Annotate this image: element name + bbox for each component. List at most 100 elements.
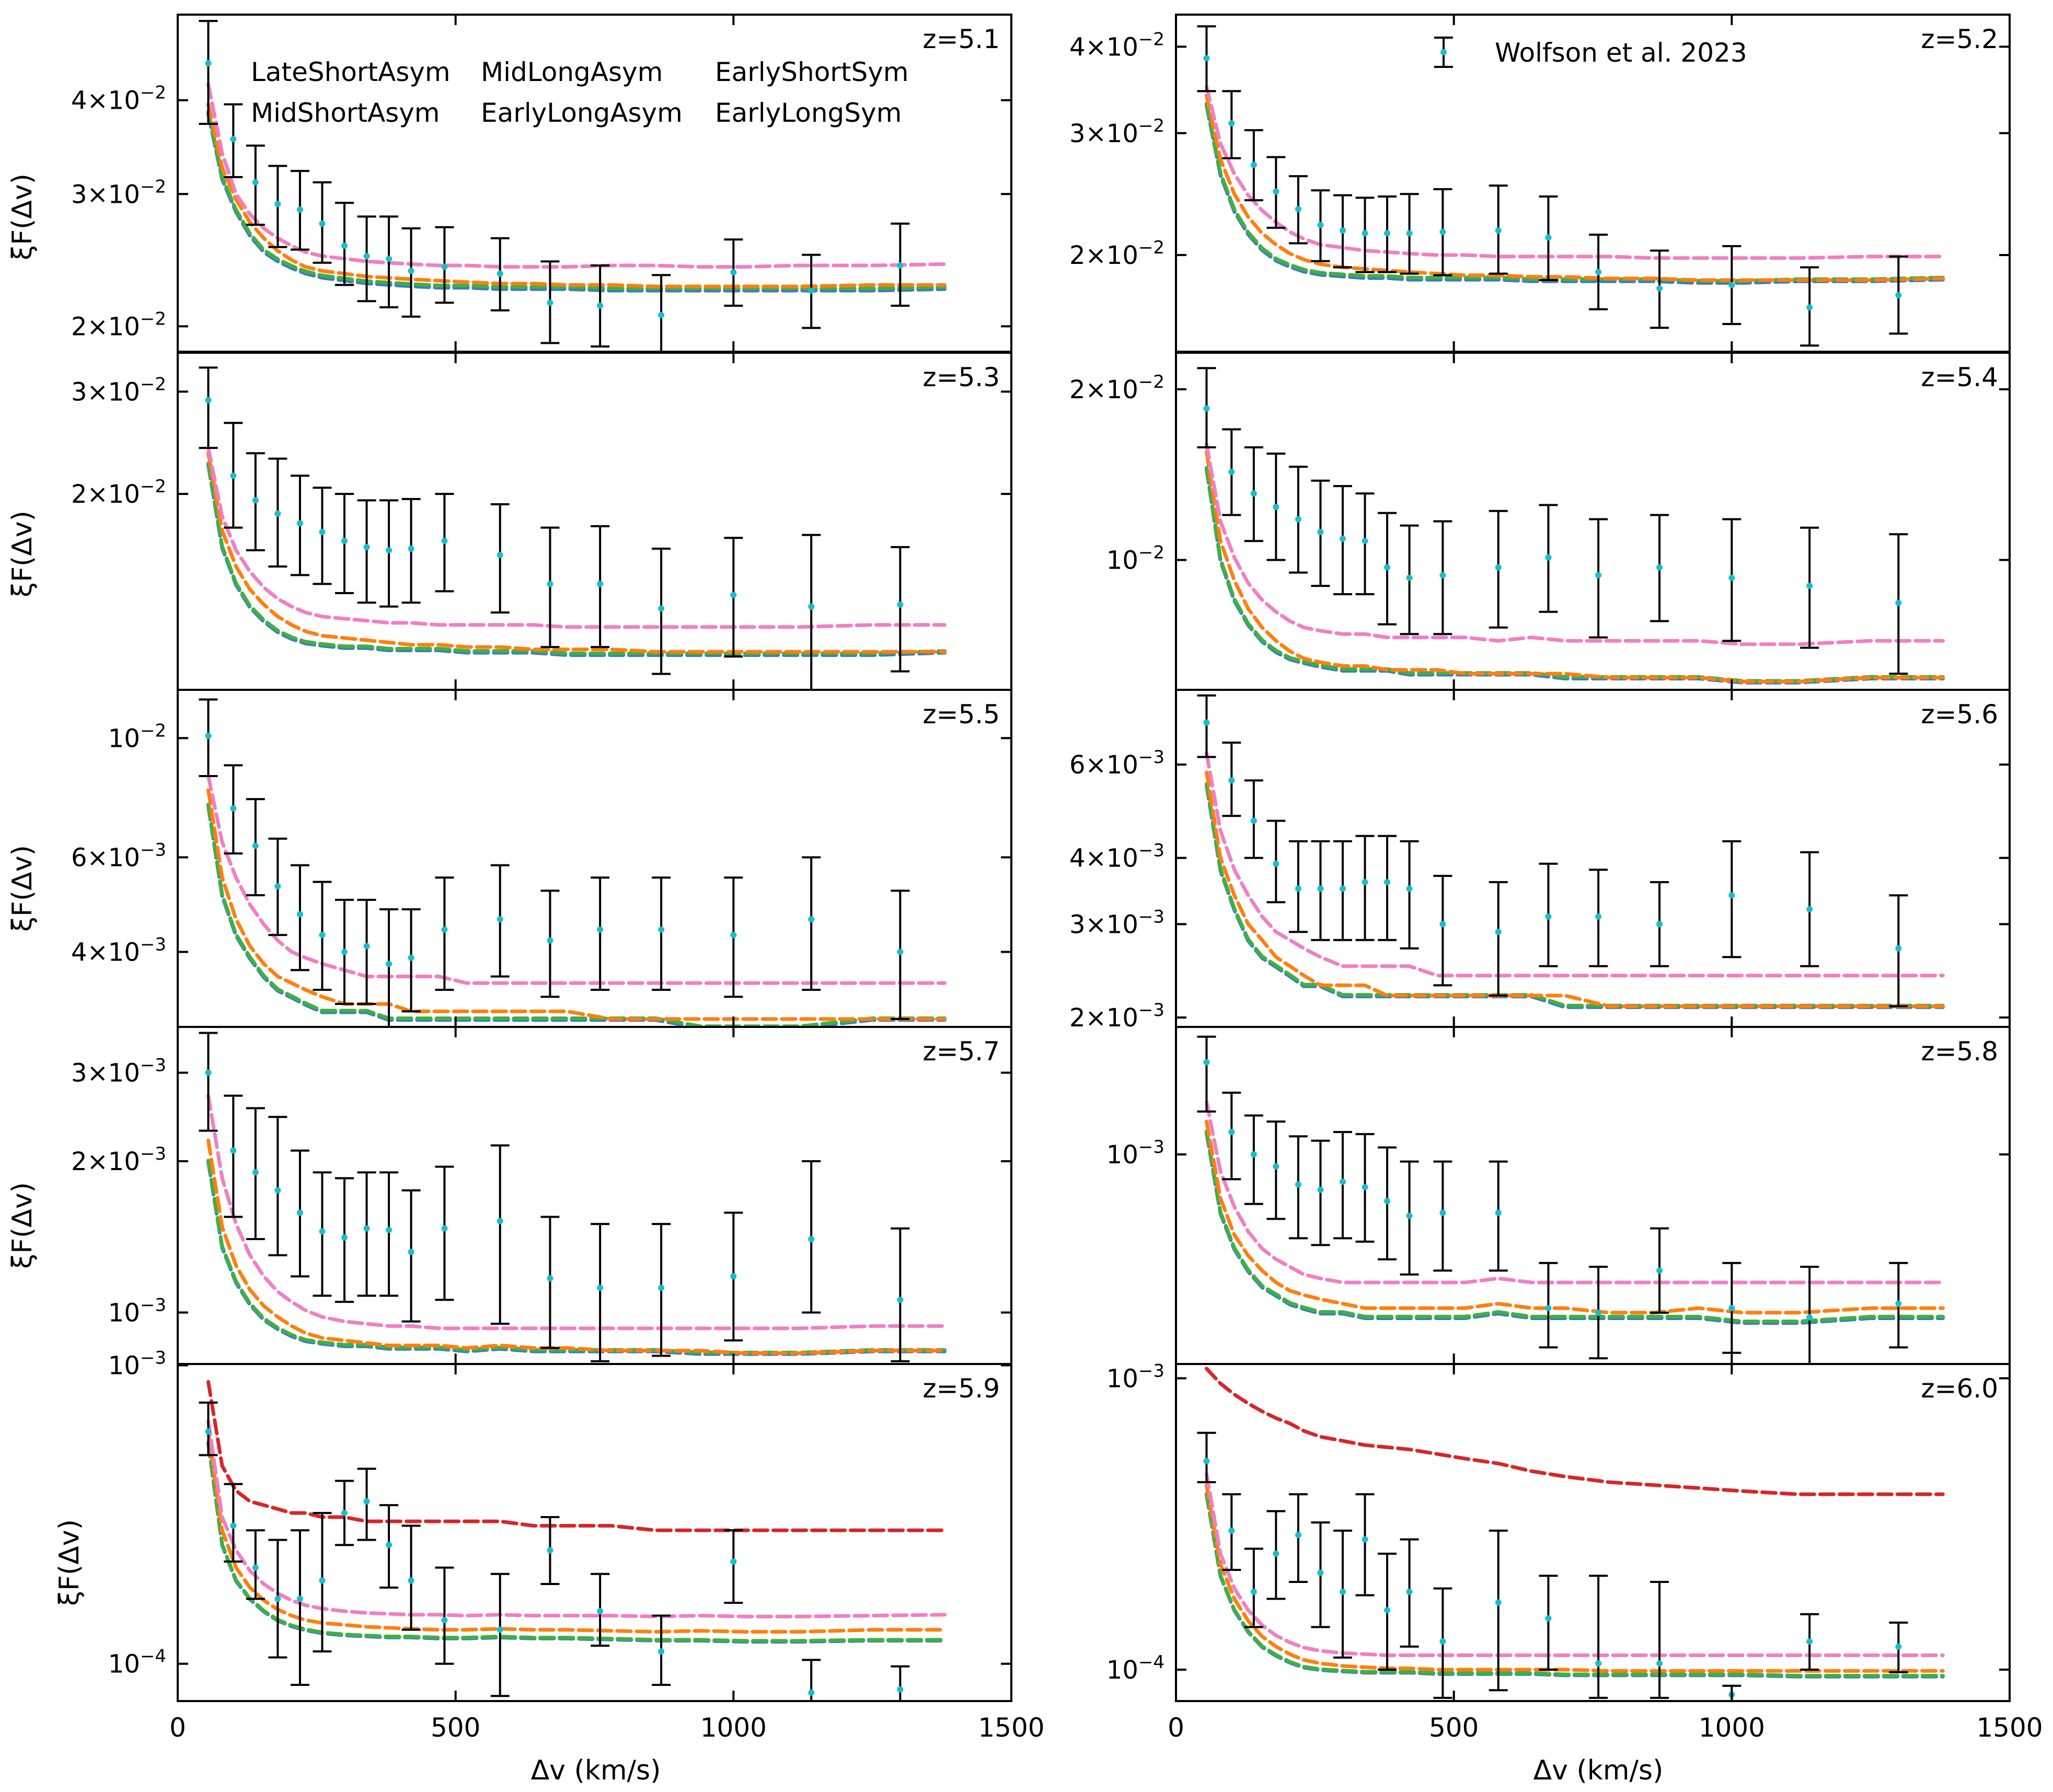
data-point: [1266, 453, 1286, 561]
axes-frame: [177, 689, 1012, 1028]
data-marker: [1595, 269, 1602, 275]
data-point: [1197, 1035, 1216, 1113]
data-point: [435, 493, 454, 593]
data-point: [1244, 1114, 1263, 1205]
data-point: [1489, 1529, 1508, 1692]
data-marker: [1806, 583, 1813, 589]
data-point: [1433, 520, 1452, 635]
panel: 2×10−2 3×10−2 4×10−2 z=5.2: [1069, 14, 2011, 353]
data-marker: [1362, 1536, 1368, 1543]
data-marker: [1595, 913, 1602, 920]
data-marker: [363, 544, 370, 550]
data-point: [1355, 492, 1375, 596]
data-marker: [441, 538, 448, 545]
data-point: [1378, 1553, 1397, 1671]
data-point: [1222, 428, 1241, 516]
data-marker: [1250, 161, 1257, 168]
data-marker: [1728, 574, 1735, 581]
data-point: [1589, 1265, 1608, 1360]
data-marker: [319, 1577, 326, 1584]
data-marker: [1495, 1209, 1502, 1216]
data-point: [290, 864, 309, 972]
data-marker: [441, 263, 448, 270]
data-point: [401, 498, 421, 604]
data-marker: [341, 538, 348, 545]
data-marker: [1406, 1212, 1413, 1219]
model-line-EarlyShortSym: [1205, 1483, 1945, 1673]
data-marker: [497, 552, 503, 559]
model-line-MidShortAsym: [206, 1160, 947, 1356]
legend-item: MidLongAsym: [481, 57, 663, 87]
data-point: [1288, 1135, 1308, 1240]
data-marker: [547, 1275, 553, 1281]
panel: 0 500 1000 1500 10−4 10−3 z=5.9: [108, 1347, 1045, 1743]
data-marker: [1203, 719, 1210, 726]
data-point: [357, 499, 376, 604]
x-axis-label-left: Δv (km/s): [531, 1755, 661, 1786]
panel-redshift-label: z=5.1: [922, 24, 1000, 54]
data-marker: [1495, 929, 1502, 935]
data-marker: [341, 1510, 348, 1517]
data-point: [313, 1171, 332, 1297]
plot-area: [199, 20, 947, 352]
data-point: [652, 274, 671, 352]
data-point: [401, 227, 421, 318]
model-line-MidShortAsym: [206, 1441, 947, 1644]
data-marker: [205, 397, 212, 403]
data-point: [268, 165, 287, 248]
data-marker: [1273, 504, 1279, 511]
y-tick-label: 10−4: [108, 1646, 166, 1679]
y-tick-label: 10−3: [108, 1347, 166, 1380]
data-point: [540, 889, 560, 998]
data-point: [313, 487, 332, 585]
data-point: [1539, 1262, 1558, 1349]
model-line-MidLongAsym: [206, 1440, 947, 1643]
data-point: [379, 1504, 399, 1589]
data-marker: [1317, 885, 1324, 892]
data-marker: [1384, 1198, 1391, 1205]
data-point: [357, 1171, 376, 1297]
data-point: [1355, 196, 1375, 273]
model-line-EarlyShortSym: [1205, 1119, 1945, 1315]
data-point: [802, 1659, 821, 1701]
panel: 4×10−3 6×10−3 10−2 z=5.5: [71, 689, 1012, 1028]
data-marker: [1362, 1184, 1368, 1190]
data-marker: [319, 932, 326, 939]
data-point: [290, 1529, 309, 1686]
data-marker: [1250, 817, 1257, 824]
model-line-EarlyLongSym: [206, 1094, 947, 1331]
data-point: [199, 366, 218, 449]
data-point: [1800, 851, 1819, 967]
data-point: [1222, 1091, 1241, 1181]
data-marker: [230, 805, 237, 812]
data-marker: [408, 545, 414, 552]
data-marker: [1317, 529, 1324, 536]
data-marker: [497, 1626, 503, 1633]
y-tick-label: 3×10−3: [71, 1055, 166, 1088]
data-marker: [730, 932, 737, 939]
data-point: [290, 170, 309, 251]
data-point: [1311, 189, 1330, 262]
model-legend: LateShortAsym MidLongAsym EarlyShortSym …: [251, 57, 908, 128]
data-point: [724, 1211, 743, 1342]
panels: 2×10−2 3×10−2 4×10−2 z=5.1 2×10−2 3×10−2 4×10−…: [71, 14, 2043, 1743]
model-line-EarlyLongAsym: [206, 1159, 947, 1355]
data-point: [1288, 1493, 1308, 1583]
data-point: [1722, 840, 1741, 958]
data-point: [1589, 234, 1608, 310]
legend-item: EarlyShortSym: [715, 57, 908, 87]
data-point: [1222, 90, 1241, 159]
data-marker: [1340, 885, 1346, 892]
data-point: [1489, 1160, 1508, 1272]
data-marker: [274, 1187, 281, 1194]
data-point: [891, 889, 910, 1020]
data-marker: [274, 201, 281, 207]
data-marker: [1384, 879, 1391, 886]
data-point: [1400, 1160, 1419, 1276]
data-marker: [1439, 1638, 1446, 1645]
data-marker: [1203, 1458, 1210, 1464]
data-point: [591, 264, 610, 348]
axes-frame: [1175, 1026, 2011, 1365]
data-marker: [1895, 292, 1902, 298]
data-marker: [1545, 1305, 1552, 1312]
